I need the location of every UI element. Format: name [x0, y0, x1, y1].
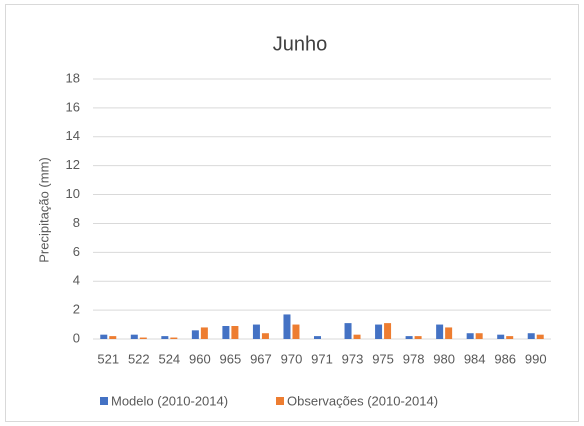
- bar: [283, 314, 291, 339]
- x-tick-label: 973: [342, 351, 364, 366]
- x-tick-label: 522: [128, 351, 150, 366]
- bar: [222, 326, 230, 339]
- bar: [344, 323, 352, 339]
- x-tick-label: 984: [464, 351, 486, 366]
- y-tick-label: 10: [66, 186, 80, 201]
- bar: [475, 333, 483, 339]
- bar: [414, 336, 422, 339]
- bar: [130, 334, 138, 339]
- x-tick-label: 524: [158, 351, 180, 366]
- x-tick-label: 990: [525, 351, 547, 366]
- bar: [436, 324, 444, 339]
- bar: [445, 327, 453, 339]
- bar: [109, 336, 117, 339]
- x-tick-label: 980: [433, 351, 455, 366]
- bar: [170, 337, 178, 339]
- x-tick-label: 967: [250, 351, 272, 366]
- x-tick-label: 975: [372, 351, 394, 366]
- bar: [231, 326, 239, 339]
- x-tick-label: 971: [311, 351, 333, 366]
- y-tick-label: 14: [66, 128, 80, 143]
- bar: [384, 323, 392, 339]
- bar: [161, 336, 169, 339]
- bar: [536, 334, 544, 339]
- bar: [527, 333, 535, 339]
- bar: [200, 327, 208, 339]
- x-tick-label: 965: [220, 351, 242, 366]
- y-axis-title: Precipitação (mm): [36, 157, 51, 262]
- legend-label: Modelo (2010-2014): [111, 393, 228, 408]
- bar: [466, 333, 474, 339]
- bar: [252, 324, 260, 339]
- y-tick-label: 4: [73, 273, 80, 288]
- legend-marker: [276, 397, 284, 405]
- bar: [506, 336, 514, 339]
- bar: [314, 336, 321, 339]
- x-tick-label: 970: [281, 351, 303, 366]
- x-tick-label: 986: [494, 351, 516, 366]
- y-tick-label: 18: [66, 70, 80, 85]
- y-tick-label: 0: [73, 330, 80, 345]
- bar: [292, 324, 300, 339]
- bar: [139, 337, 147, 339]
- legend-marker: [100, 397, 108, 405]
- y-tick-label: 2: [73, 302, 80, 317]
- bar: [353, 334, 361, 339]
- y-tick-label: 12: [66, 157, 80, 172]
- x-tick-label: 521: [97, 351, 119, 366]
- bar: [375, 324, 383, 339]
- bar: [497, 334, 505, 339]
- chart-title: Junho: [273, 33, 328, 55]
- x-tick-label: 960: [189, 351, 211, 366]
- bar: [405, 336, 413, 339]
- x-tick-label: 978: [403, 351, 425, 366]
- bar: [100, 334, 108, 339]
- bar: [191, 330, 199, 339]
- bar: [261, 333, 269, 339]
- y-tick-label: 8: [73, 215, 80, 230]
- y-tick-label: 16: [66, 99, 80, 114]
- chart-border: [5, 4, 579, 422]
- y-tick-label: 6: [73, 244, 80, 259]
- legend-label: Observações (2010-2014): [287, 393, 438, 408]
